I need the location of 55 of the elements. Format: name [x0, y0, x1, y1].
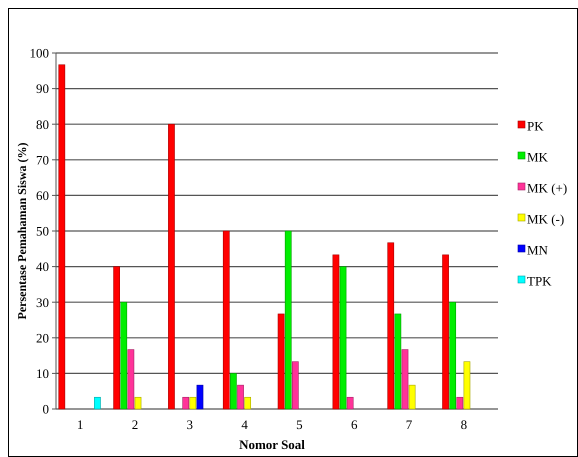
bar — [292, 361, 299, 410]
y-tick-label: 30 — [36, 294, 49, 310]
legend-label: TPK — [527, 274, 552, 289]
x-tick-label: 5 — [296, 417, 303, 432]
x-axis-title: Nomor Soal — [239, 437, 306, 452]
bar — [284, 230, 292, 410]
legend-label: MK (-) — [527, 212, 564, 227]
bar — [456, 396, 464, 410]
bar — [278, 314, 284, 410]
bar — [408, 384, 416, 410]
bar — [168, 124, 175, 410]
x-tick-label: 7 — [406, 417, 413, 432]
legend-label: MK — [527, 150, 549, 165]
x-tick-label: 8 — [460, 417, 468, 432]
bar — [332, 254, 340, 410]
bar — [346, 396, 354, 410]
y-tick-label: 60 — [36, 188, 49, 203]
bar — [449, 302, 456, 410]
bar — [128, 349, 134, 410]
bar — [94, 396, 101, 410]
legend-label: PK — [527, 118, 544, 134]
bar — [134, 396, 142, 410]
bar — [387, 242, 394, 410]
x-tick-label: 3 — [186, 417, 194, 432]
bar — [58, 64, 66, 410]
bar — [394, 314, 402, 410]
bar — [182, 396, 190, 410]
bar — [230, 373, 237, 410]
bar — [113, 266, 120, 410]
bar — [222, 230, 230, 410]
bar — [120, 302, 128, 410]
legend-label: MN — [527, 242, 549, 258]
y-tick-label: 90 — [36, 81, 49, 96]
bar — [442, 254, 449, 410]
bar — [340, 266, 346, 410]
bar — [196, 384, 204, 410]
bar — [244, 396, 252, 410]
x-tick-label: 2 — [132, 417, 138, 432]
y-tick-label: 80 — [36, 116, 49, 132]
y-tick-label: 10 — [36, 366, 49, 381]
y-tick-label: 40 — [36, 259, 49, 274]
x-tick-label: 4 — [241, 417, 248, 432]
bar — [402, 349, 408, 410]
y-tick-label: 70 — [36, 152, 49, 168]
y-tick-label: 50 — [36, 224, 49, 239]
y-tick-label: 0 — [42, 402, 49, 417]
legend-label: MK (+) — [527, 180, 568, 196]
bar — [464, 361, 470, 410]
y-tick-label: 20 — [36, 330, 49, 346]
bar — [237, 384, 244, 410]
y-axis-title: Persentase Pemahaman Siswa (%) — [15, 142, 29, 320]
x-tick-label: 6 — [350, 417, 358, 432]
y-tick-label: 100 — [30, 46, 49, 61]
x-tick-label: 1 — [76, 417, 84, 432]
bar — [189, 396, 196, 410]
